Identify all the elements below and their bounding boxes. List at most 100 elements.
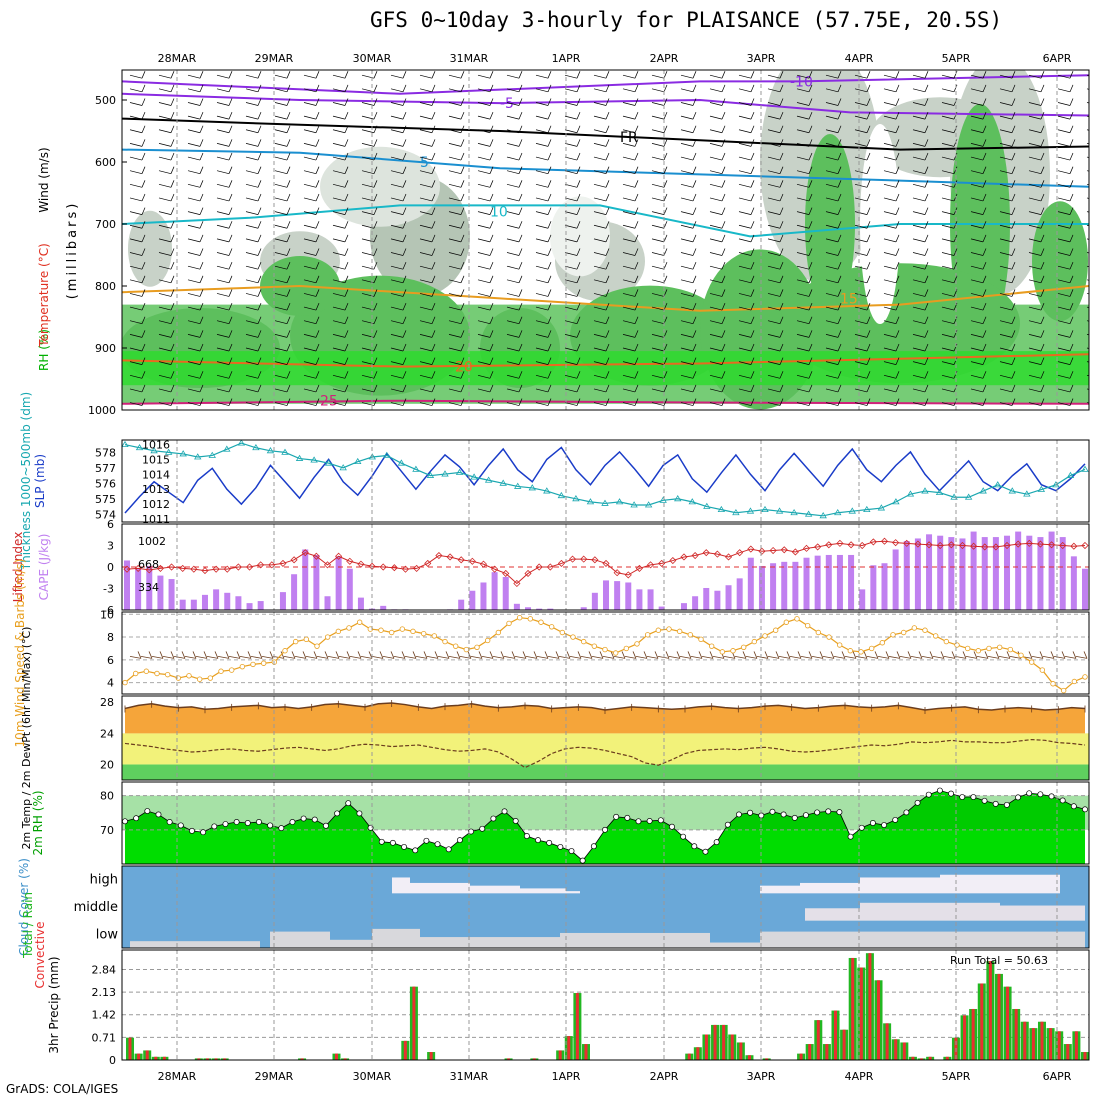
wind-barb-flag (170, 398, 175, 406)
wind-barb-flag (489, 166, 494, 174)
wind-barb-flag (489, 371, 494, 379)
wind-barb-flag (1040, 98, 1045, 106)
temperature-contour-label: 20 (455, 360, 473, 376)
wind-barb (506, 211, 520, 215)
thickness-marker (761, 505, 769, 513)
thickness-marker (150, 447, 158, 454)
li-marker (602, 559, 610, 567)
wind-barb-flag (982, 330, 987, 338)
wind-barb (535, 143, 549, 147)
wind-barb (477, 402, 491, 406)
surface-wind-barb (250, 656, 263, 659)
wind-barb (361, 143, 375, 147)
wind-barb-flag (895, 180, 900, 188)
cape-bar (614, 581, 621, 610)
wind-barb-flag (895, 98, 900, 106)
wind-barb (187, 320, 201, 325)
wind-barb (622, 183, 636, 188)
li-marker (546, 563, 554, 571)
wind-barb-flag (489, 275, 494, 283)
wind-barb-flag (750, 84, 755, 92)
cape-bar (636, 589, 643, 610)
wind-barb-flag (576, 221, 581, 229)
surface-wind-barb-flag (984, 651, 989, 659)
rh-marker (479, 825, 486, 832)
cape-bar (770, 563, 777, 610)
temperature-contour-label: 5 (420, 155, 429, 171)
wind-barb-flag (286, 357, 291, 365)
cape-bar (469, 590, 476, 610)
wind-barb-flag (866, 398, 871, 406)
surface-wind-barb (580, 656, 593, 659)
wind-speed-marker (1050, 681, 1056, 687)
wind-barb-flag (924, 111, 929, 120)
wind-barb-flag (344, 180, 349, 188)
wind-barb-flag (750, 384, 755, 393)
wind-barb-flag (228, 357, 233, 365)
wind-barb (622, 102, 636, 106)
wind-barb-flag (518, 275, 523, 283)
wind-barb (767, 156, 781, 161)
wind-barb (535, 252, 549, 256)
wind-barb (738, 88, 752, 93)
thickness-marker (804, 510, 813, 517)
cape-bar (1004, 535, 1011, 610)
wind-barb-flag (373, 234, 378, 243)
wind-barb-flag (982, 193, 987, 202)
cape-bar (335, 556, 342, 610)
wind-barb (477, 374, 491, 379)
wind-barb-flag (518, 248, 523, 256)
wind-barb (274, 156, 288, 161)
wind-barb (274, 279, 288, 284)
precip-convective-bar (300, 1058, 304, 1060)
wind-barb-flag (808, 193, 813, 202)
wind-barb-flag (895, 248, 900, 256)
wind-barb (912, 102, 926, 106)
wind-barb-flag (750, 98, 755, 106)
wind-barb (767, 279, 781, 284)
date-label-top: 6APR (1043, 52, 1072, 65)
wind-barb (390, 347, 404, 352)
wind-barb-flag (1011, 357, 1016, 365)
wind-barb-flag (344, 398, 349, 406)
surface-wind-barb (206, 656, 219, 659)
wind-barb-flag (1011, 248, 1016, 256)
precip-convective-bar (1031, 1028, 1035, 1060)
wind-barb-flag (315, 330, 320, 338)
li-marker (390, 564, 398, 572)
wind-barb (1057, 361, 1071, 365)
wind-barb (883, 238, 897, 243)
wind-barb (796, 374, 810, 379)
rh-marker (401, 843, 408, 850)
wind-barb-flag (924, 302, 929, 311)
wind-barb (158, 252, 172, 256)
wind-barb (274, 306, 288, 311)
wind-barb-flag (344, 71, 349, 79)
temperature-contour (122, 284, 1089, 312)
surface-wind-barb-flag (302, 651, 307, 659)
wind-speed-marker (847, 648, 854, 654)
wind-barb (448, 211, 462, 215)
rh-marker (311, 816, 318, 823)
wind-barb (245, 88, 259, 93)
wind-barb (361, 402, 375, 406)
surface-wind-barb (932, 656, 945, 659)
wind-barb-flag (315, 180, 320, 188)
thickness-marker (368, 453, 376, 460)
wind-barb (854, 224, 868, 229)
wind-barb-flag (489, 234, 494, 243)
wind-barb-flag (344, 302, 349, 311)
wind-barb-flag (634, 111, 639, 120)
wind-barb (216, 361, 230, 365)
wind-barb-flag (402, 84, 407, 92)
li-marker (958, 541, 967, 550)
wind-barb-flag (141, 316, 146, 324)
surface-wind-barb-flag (533, 651, 538, 659)
wind-barb (448, 402, 462, 406)
wind-barb-flag (634, 98, 639, 106)
wind-barb-flag (315, 207, 320, 215)
wind-barb (303, 265, 317, 270)
cape-bar (736, 578, 743, 610)
wind-barb (274, 265, 288, 270)
wind-barb-flag (286, 275, 291, 283)
